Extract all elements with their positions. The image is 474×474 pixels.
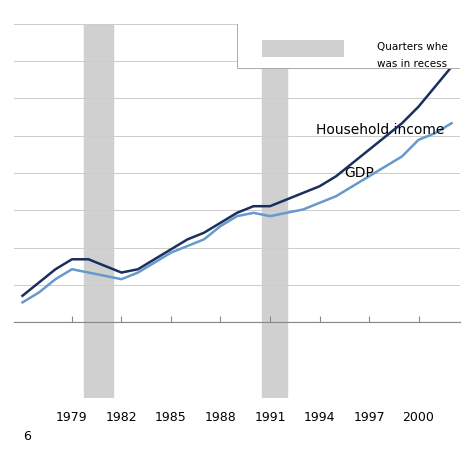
- Text: 6: 6: [24, 430, 31, 443]
- Bar: [262, 40, 344, 57]
- Bar: [262, 322, 286, 398]
- Text: Quarters whe: Quarters whe: [377, 42, 448, 52]
- Text: Household income: Household income: [316, 122, 445, 137]
- Bar: [84, 322, 113, 398]
- Text: was in recess: was in recess: [377, 59, 447, 69]
- Bar: [84, 24, 113, 322]
- FancyBboxPatch shape: [237, 22, 463, 69]
- Text: GDP: GDP: [344, 165, 374, 180]
- Bar: [262, 24, 286, 322]
